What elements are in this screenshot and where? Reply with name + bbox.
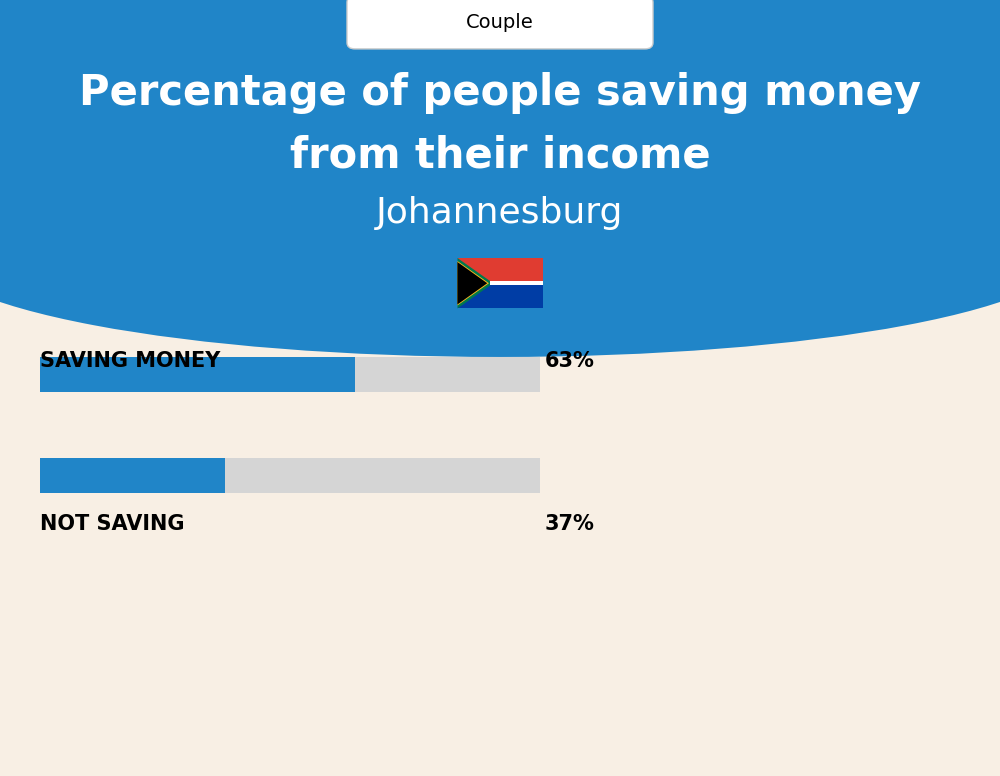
Polygon shape xyxy=(458,258,493,308)
Text: from their income: from their income xyxy=(290,134,710,176)
Text: Couple: Couple xyxy=(466,13,534,32)
Text: 63%: 63% xyxy=(545,351,595,371)
Bar xyxy=(40,458,225,493)
Bar xyxy=(40,357,355,392)
FancyBboxPatch shape xyxy=(347,0,653,49)
Bar xyxy=(458,283,542,308)
Text: Johannesburg: Johannesburg xyxy=(376,196,624,230)
Bar xyxy=(490,281,542,286)
Ellipse shape xyxy=(0,140,1000,357)
Text: 37%: 37% xyxy=(545,514,595,534)
Bar xyxy=(458,258,542,283)
Polygon shape xyxy=(458,262,487,304)
Bar xyxy=(40,458,540,493)
Bar xyxy=(40,357,540,392)
Polygon shape xyxy=(458,261,489,306)
Text: SAVING MONEY: SAVING MONEY xyxy=(40,351,220,371)
Bar xyxy=(0,0,1000,248)
Polygon shape xyxy=(458,262,487,304)
Text: NOT SAVING: NOT SAVING xyxy=(40,514,184,534)
Text: Percentage of people saving money: Percentage of people saving money xyxy=(79,72,921,114)
